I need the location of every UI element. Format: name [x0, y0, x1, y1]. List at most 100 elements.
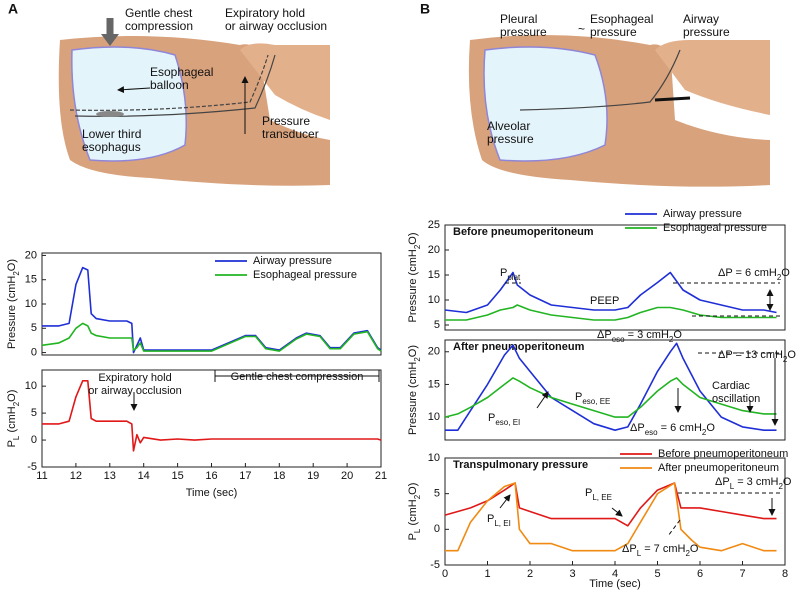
annotation-part: eso — [612, 335, 625, 344]
y-axis-label-part: 2 — [12, 401, 21, 406]
annotation-part: O — [690, 543, 699, 555]
x-tick-label: 12 — [70, 470, 82, 482]
annotation-part: L, EI — [494, 519, 510, 528]
illustration-a — [58, 18, 330, 186]
chart-title: Before pneumoperitoneum — [453, 226, 594, 238]
annotation: PL, EI — [487, 513, 511, 528]
annotation: ΔPL = 3 cmH2O — [715, 476, 792, 491]
annotation-part: Expiratory hold — [98, 372, 171, 384]
annotation-part: P — [585, 487, 592, 499]
x-tick-label: 17 — [239, 470, 251, 482]
annotation-part: Cardiac — [712, 380, 750, 392]
y-axis-label-part: 2 — [413, 494, 422, 499]
annotation-part: PEEP — [590, 295, 619, 307]
annotation-part: plat — [507, 273, 521, 282]
series-line — [444, 377, 777, 418]
illustration-label: Pleural — [500, 12, 537, 26]
series-line — [444, 271, 777, 314]
annotation-part: eso, EI — [495, 418, 520, 427]
annotation-part: 2 — [702, 428, 707, 437]
annotation-part: O — [781, 267, 790, 279]
illustration-label: Airway — [683, 12, 719, 26]
annotation-part: O — [783, 476, 792, 488]
x-axis-label: Time (sec) — [589, 578, 641, 590]
y-tick-label: 0 — [31, 346, 37, 358]
annotation-part: = 7 cmH — [641, 543, 685, 555]
legend-label: Esophageal pressure — [663, 222, 767, 234]
annotation: PEEP — [590, 295, 619, 307]
y-axis-label: PL (cmH2O) — [407, 483, 422, 541]
annotation-arrow — [214, 370, 380, 382]
x-tick-label: 8 — [782, 568, 788, 580]
illustration-label: Pressure — [262, 114, 310, 128]
y-tick-label: 0 — [434, 523, 440, 535]
annotation-part: Gentle chest compresssion — [231, 371, 364, 383]
y-tick-label: 10 — [25, 380, 37, 392]
y-axis-label-part: (cmH — [6, 406, 18, 435]
illustration-label: Lower third — [82, 127, 141, 141]
annotation-part: 2 — [685, 549, 690, 558]
plot-frame — [444, 457, 786, 566]
y-tick-label: 0 — [31, 434, 37, 446]
series-line — [444, 482, 777, 527]
panel-label: A — [8, 1, 18, 17]
y-tick-label: 15 — [428, 378, 440, 390]
legend-label: Airway pressure — [663, 208, 742, 220]
annotation-part: ΔP — [597, 329, 612, 341]
y-axis-label-part: O) — [6, 259, 18, 271]
y-tick-label: 20 — [25, 249, 37, 261]
x-tick-label: 11 — [36, 470, 47, 482]
annotation-part: ΔP — [622, 543, 637, 555]
illustration-label: Alveolar — [487, 119, 530, 133]
annotation: Peso, EE — [575, 391, 610, 406]
y-axis-label-part: Pressure (cmH — [407, 362, 419, 435]
x-tick-label: 20 — [341, 470, 353, 482]
annotation-part: 2 — [783, 355, 788, 364]
annotation-part: O — [673, 329, 682, 341]
y-axis-label-part: (cmH — [407, 499, 419, 528]
plot-frame — [444, 224, 786, 331]
x-tick-label: 2 — [527, 568, 533, 580]
y-axis-label-part: 2 — [12, 271, 21, 276]
illustration-label: pressure — [590, 25, 637, 39]
annotation-part: O — [706, 422, 715, 434]
x-tick-label: 3 — [569, 568, 575, 580]
legend-label: Esophageal pressure — [253, 269, 357, 281]
x-tick-label: 6 — [697, 568, 703, 580]
annotation: Pplat — [500, 267, 521, 282]
annotation-part: 2 — [669, 335, 674, 344]
panel-label: B — [420, 1, 430, 17]
annotation-part: ΔP — [715, 476, 730, 488]
x-tick-label: 16 — [205, 470, 217, 482]
x-tick-label: 5 — [654, 568, 660, 580]
x-tick-label: 7 — [739, 568, 745, 580]
annotation-arrow — [667, 519, 681, 537]
annotation-part: = 6 cmH — [658, 422, 702, 434]
chart-title: After pneumoperitoneum — [453, 341, 585, 353]
series-line — [445, 482, 777, 552]
y-axis-label-part: O) — [6, 390, 18, 402]
annotation: ΔPL = 7 cmH2O — [622, 543, 699, 558]
annotation-part: L — [730, 482, 735, 491]
y-axis-label-part: Pressure (cmH — [407, 249, 419, 322]
y-tick-label: 5 — [31, 322, 37, 334]
y-axis-label-part: L — [413, 528, 422, 533]
x-tick-label: 19 — [307, 470, 319, 482]
annotation-part: oscillation — [712, 393, 760, 405]
annotation-arrow — [499, 494, 511, 509]
y-axis-label-part: L — [12, 435, 21, 440]
series-line — [42, 380, 382, 452]
annotation-part: O — [787, 349, 796, 361]
y-tick-label: 5 — [31, 407, 37, 419]
y-axis-label: Pressure (cmH2O) — [6, 259, 21, 349]
annotation: ΔPeso = 3 cmH2O — [597, 329, 682, 344]
y-tick-label: 15 — [428, 269, 440, 281]
y-tick-label: 10 — [428, 411, 440, 423]
y-tick-label: 15 — [25, 274, 37, 286]
y-axis-label-part: O) — [407, 345, 419, 357]
x-tick-label: 1 — [484, 568, 490, 580]
y-tick-label: -5 — [430, 559, 440, 571]
y-tick-label: 10 — [428, 452, 440, 464]
y-axis-label-part: O) — [407, 232, 419, 244]
